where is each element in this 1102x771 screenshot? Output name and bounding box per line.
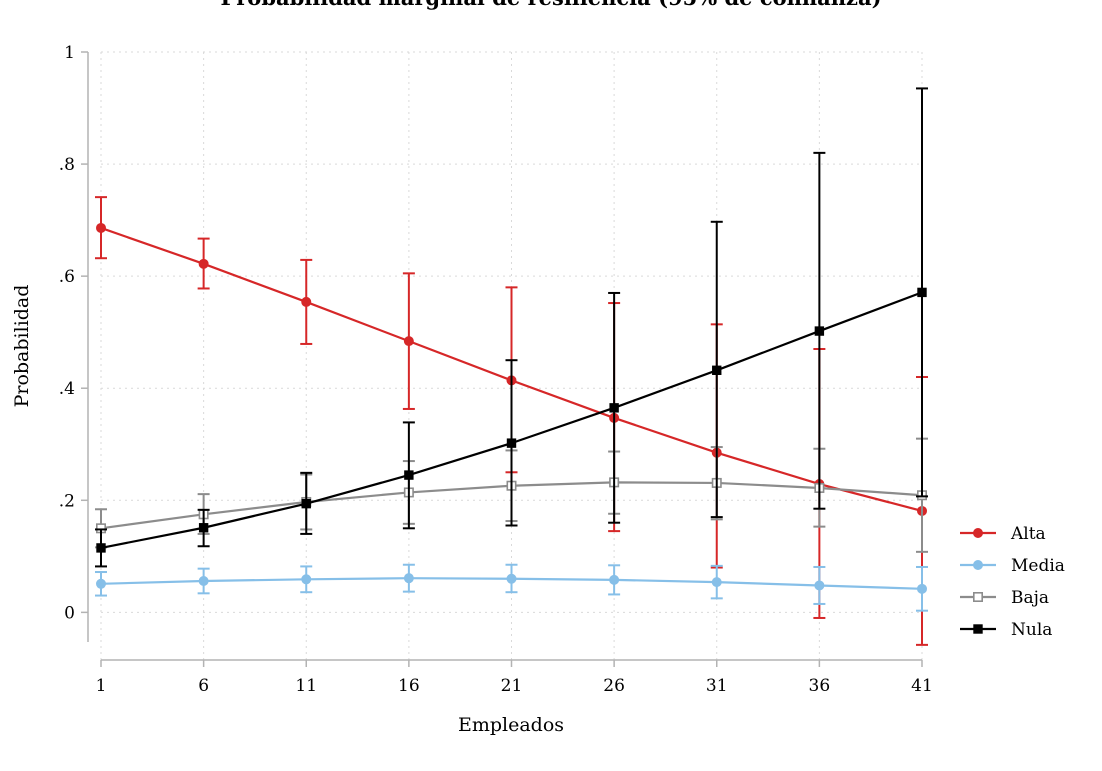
- data-point: [972, 591, 983, 602]
- x-tick-label: 41: [911, 676, 933, 696]
- y-tick-label: 1: [64, 43, 75, 63]
- series-layer: [95, 87, 928, 646]
- axes: [87, 52, 922, 661]
- data-point: [404, 470, 414, 480]
- data-point: [917, 287, 927, 298]
- data-point: [814, 326, 825, 336]
- x-tick-label: 26: [603, 676, 625, 696]
- data-point: [198, 258, 209, 269]
- y-tick-label: 0: [64, 603, 75, 623]
- series-nula: [95, 87, 928, 568]
- y-axis-label: Probabilidad: [11, 285, 33, 408]
- legend-label: Media: [1011, 556, 1065, 576]
- chart-title: Probabilidad marginal de resiliencia (95…: [220, 0, 881, 10]
- data-point: [712, 365, 722, 375]
- legend-item-alta: Alta: [960, 524, 1046, 544]
- legend-label: Alta: [1010, 524, 1046, 544]
- data-point: [301, 296, 312, 307]
- legend-item-baja: Baja: [960, 588, 1049, 608]
- x-tick-label: 6: [198, 676, 209, 696]
- data-point: [814, 580, 825, 591]
- data-point: [711, 577, 722, 588]
- legend-item-nula: Nula: [960, 620, 1052, 640]
- data-point: [609, 574, 620, 585]
- data-point: [506, 438, 517, 448]
- x-tick-label: 31: [706, 676, 728, 696]
- x-tick-label: 21: [501, 676, 523, 696]
- data-point: [973, 528, 983, 538]
- y-ticks: 0 .2 .4 .6 .8 1: [59, 43, 88, 623]
- grid: [100, 51, 923, 660]
- data-point: [198, 523, 209, 533]
- legend-item-media: Media: [960, 556, 1065, 576]
- data-point: [973, 624, 983, 634]
- data-point: [96, 222, 106, 233]
- series-media: [95, 563, 928, 612]
- legend-label: Nula: [1011, 620, 1052, 640]
- data-point: [403, 573, 414, 584]
- y-tick-label: .6: [59, 267, 75, 287]
- data-point: [96, 578, 106, 589]
- data-point: [403, 336, 414, 347]
- legend-label: Baja: [1011, 588, 1049, 608]
- data-point: [917, 583, 927, 594]
- data-point: [301, 574, 312, 585]
- data-point: [198, 575, 209, 586]
- data-point: [301, 498, 311, 509]
- x-tick-label: 11: [295, 676, 317, 696]
- y-tick-label: .2: [59, 491, 75, 511]
- data-point: [506, 573, 517, 584]
- x-axis-label: Empleados: [458, 714, 564, 736]
- y-tick-label: .4: [59, 379, 75, 399]
- data-point: [609, 403, 619, 413]
- x-tick-label: 1: [96, 676, 107, 696]
- data-point: [96, 543, 106, 553]
- x-tick-label: 16: [398, 676, 420, 696]
- legend: Alta Media Baja Nula: [960, 524, 1065, 640]
- x-tick-label: 36: [809, 676, 831, 696]
- y-tick-label: .8: [59, 155, 75, 175]
- x-ticks: 1 6 11 16 21 26 31 36 41: [96, 660, 933, 696]
- data-point: [973, 560, 983, 570]
